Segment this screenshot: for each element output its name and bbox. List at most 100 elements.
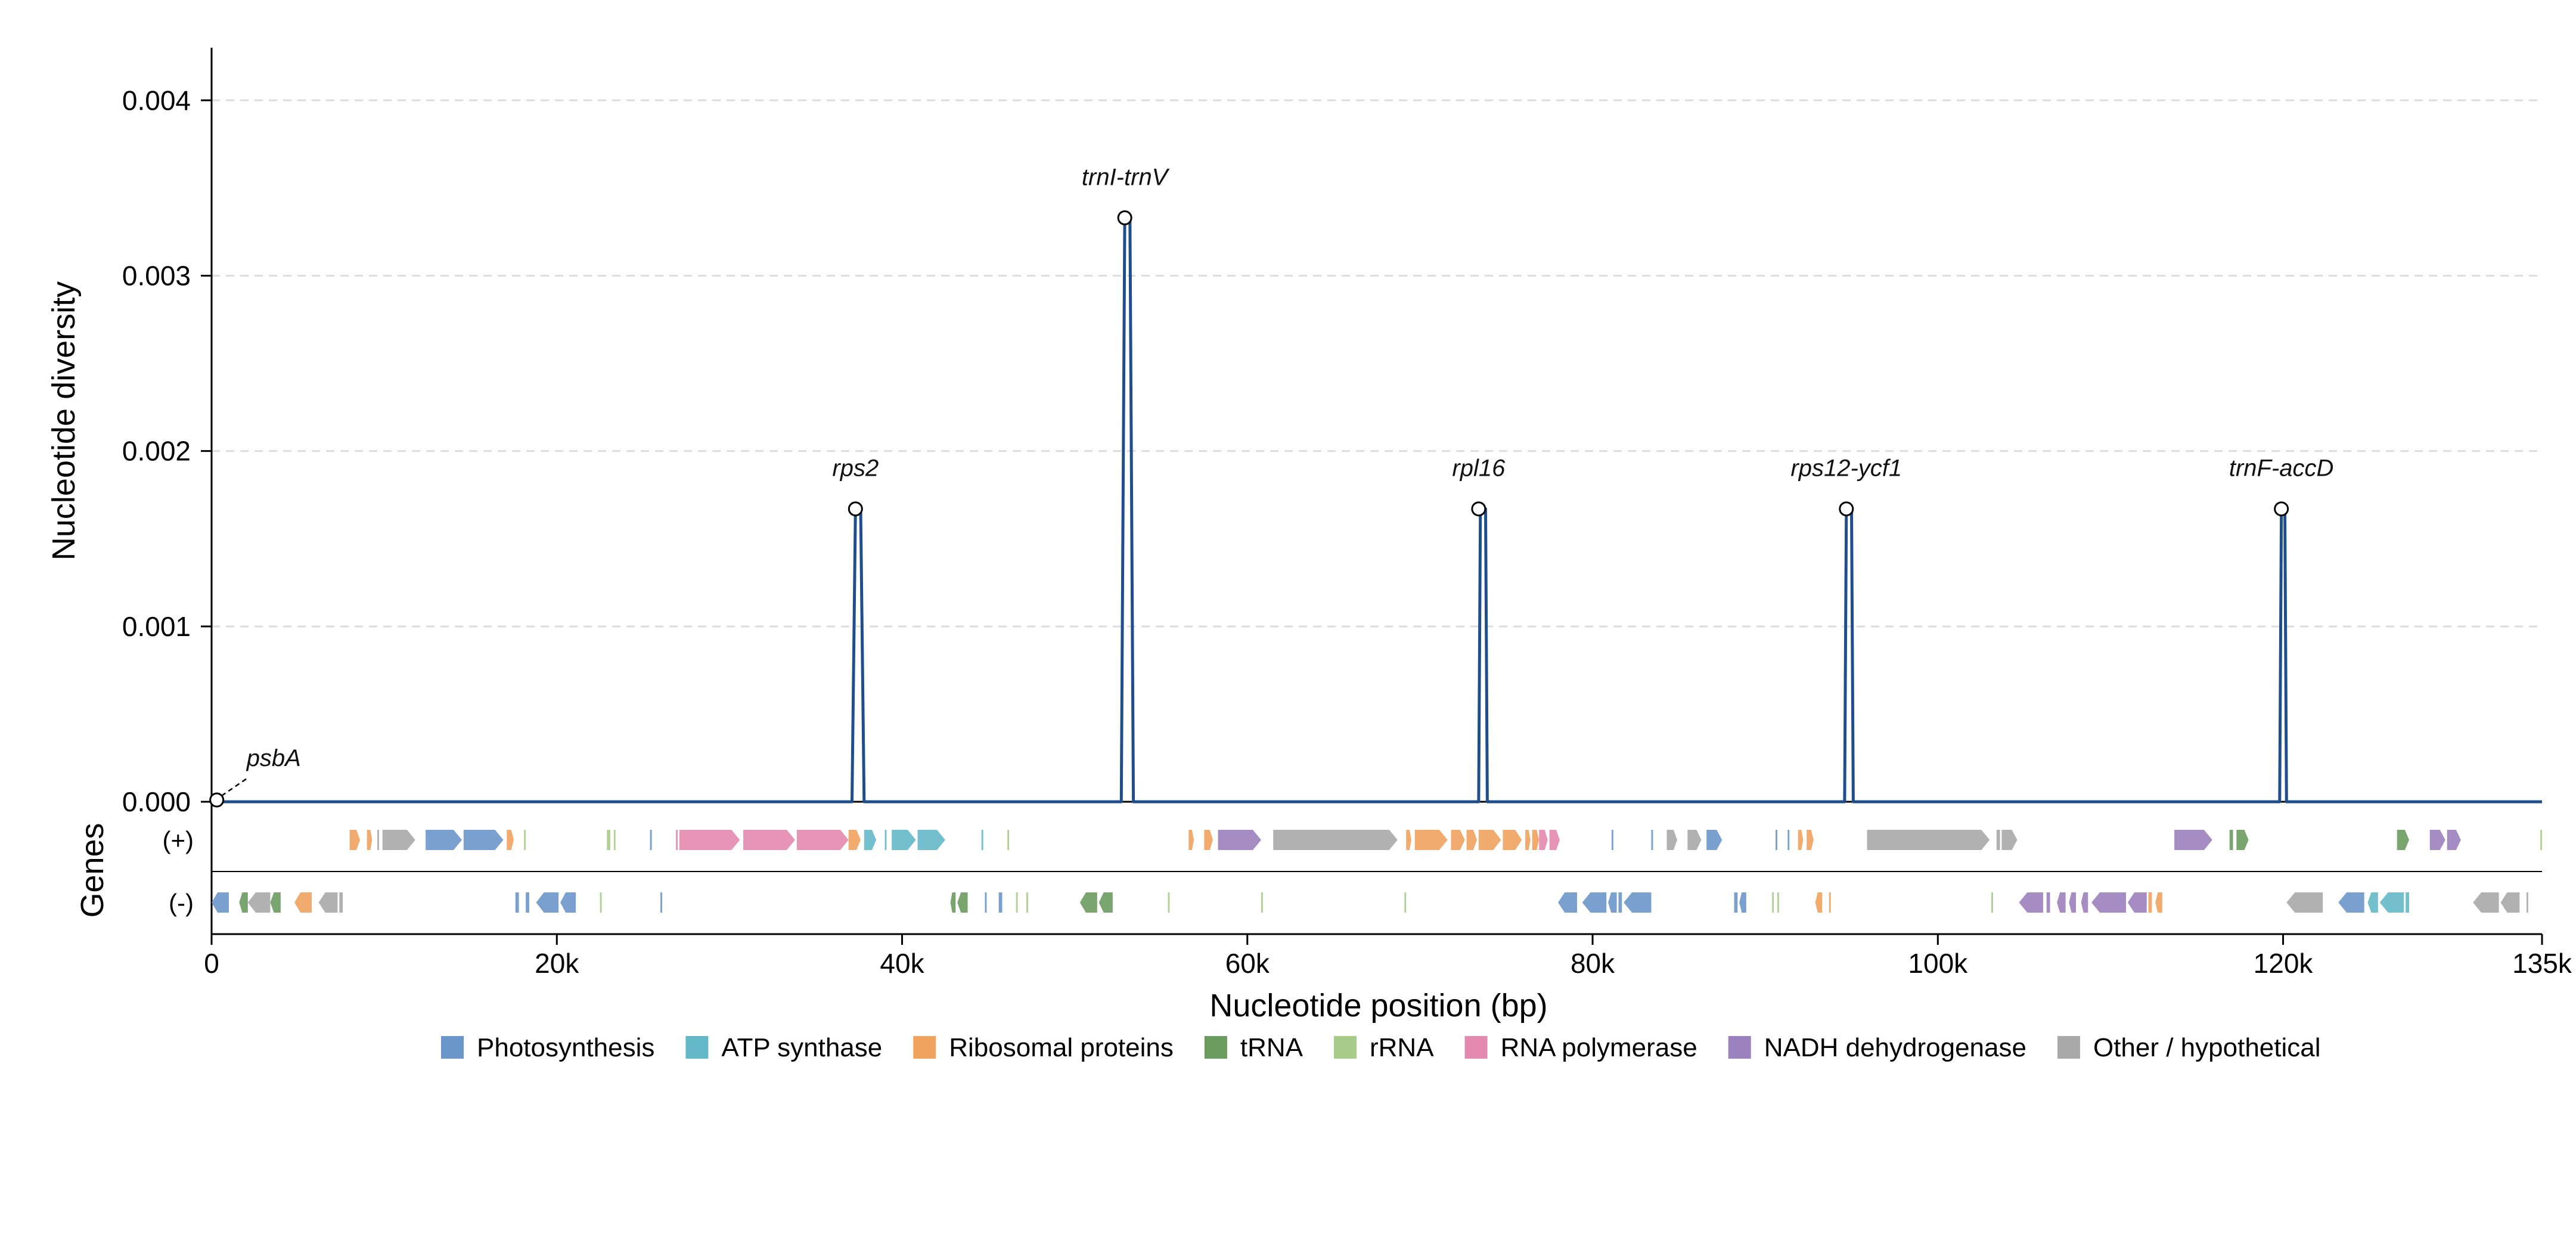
peak-psba-label: psbA: [246, 745, 301, 771]
genes-track-title: Genes: [75, 823, 110, 917]
gene-trna: [1098, 892, 1113, 913]
gene-photo: [1618, 892, 1622, 913]
gene-ribo: [1815, 892, 1823, 913]
gene-rrna: [1991, 892, 1993, 913]
gene-other: [1687, 830, 1702, 850]
gene-ribo: [1503, 830, 1522, 850]
legend-label-ribo: Ribosomal proteins: [949, 1033, 1174, 1062]
gene-nadh: [2081, 892, 2088, 913]
gene-trna: [2236, 830, 2249, 850]
gene-photo: [1706, 830, 1722, 850]
gene-photo: [998, 892, 1003, 913]
gene-photo: [1739, 892, 1746, 913]
gene-rrna: [613, 830, 616, 850]
y-axis-title: Nucleotide diversity: [46, 281, 82, 560]
gene-nadh: [2069, 892, 2076, 913]
peak-markers: psbA rps2 trnI-trnV rpl16 rps12-ycf1 trnF-acc…: [209, 164, 2333, 808]
gene-ribo: [1466, 830, 1477, 850]
peak-psba-marker: [209, 792, 225, 808]
gene-ribo: [507, 830, 514, 850]
gene-atp: [2367, 892, 2378, 913]
gene-ribo: [1525, 830, 1531, 850]
gene-atp: [2379, 892, 2404, 913]
gene-rrna: [1026, 892, 1028, 913]
gene-atp: [2406, 892, 2409, 913]
gene-other: [2526, 892, 2528, 913]
gene-rrna: [2540, 830, 2542, 850]
gene-atp: [917, 830, 945, 850]
gene-photo: [1651, 830, 1653, 850]
gene-ribo: [1532, 830, 1540, 850]
gene-photo: [1608, 892, 1617, 913]
gene-trna: [1079, 892, 1097, 913]
peak-rps2-label: rps2: [832, 455, 879, 482]
gene-rrna: [600, 892, 602, 913]
peak-rps2-marker: [848, 501, 863, 517]
gene-other: [377, 830, 379, 850]
gene-nadh: [2447, 830, 2461, 850]
x-tick-label: 0: [204, 948, 219, 979]
gene-other: [1666, 830, 1677, 850]
gene-rrna: [1168, 892, 1170, 913]
gene-photo: [526, 892, 529, 913]
gene-other: [2500, 892, 2520, 913]
gene-other: [318, 892, 338, 913]
y-tick-label: 0.001: [122, 611, 191, 642]
peak-trni-trnv-label: trnI-trnV: [1082, 164, 1170, 190]
gene-trna: [2229, 830, 2233, 850]
gene-rna_pol: [676, 830, 678, 850]
gene-photo: [1776, 830, 1777, 850]
gene-ribo: [1406, 830, 1411, 850]
gene-photo: [560, 892, 576, 913]
x-tick-label: 60k: [1225, 948, 1270, 979]
gene-photo: [212, 892, 229, 913]
gene-ribo: [1798, 830, 1804, 850]
gene-atp: [892, 830, 916, 850]
x-tick-label: 40k: [880, 948, 924, 979]
gene-other: [2286, 892, 2323, 913]
legend-swatch-ribo: [913, 1036, 936, 1059]
legend-label-atp: ATP synthase: [721, 1033, 882, 1062]
grid-lines: [212, 99, 2542, 628]
gene-photo: [536, 892, 559, 913]
gene-ribo: [1478, 830, 1501, 850]
gene-nadh: [2019, 892, 2043, 913]
strand-label: (-): [169, 889, 194, 917]
peak-rpl16-marker: [1471, 501, 1486, 517]
gene-other: [2001, 830, 2018, 850]
gene-ribo: [1451, 830, 1465, 850]
gene-other: [2473, 892, 2499, 913]
gene-ribo: [1807, 830, 1814, 850]
gene-photo: [463, 830, 504, 850]
gene-rrna: [524, 830, 526, 850]
legend-swatch-atp: [685, 1036, 709, 1059]
y-tick-label: 0.002: [122, 436, 191, 467]
gene-photo: [1611, 830, 1613, 850]
gene-ribo: [2155, 892, 2162, 913]
gene-nadh: [2429, 830, 2445, 850]
gene-ribo: [294, 892, 312, 913]
diversity-line: [212, 216, 2542, 804]
peak-trni-trnv-marker: [1117, 210, 1132, 225]
legend-swatch-rna_pol: [1464, 1036, 1488, 1059]
peak-rps12-ycf1-marker: [1839, 501, 1854, 517]
gene-nadh: [2091, 892, 2126, 913]
x-tick-label: 135k: [2512, 948, 2572, 979]
y-tick-label: 0.003: [122, 260, 191, 291]
gene-nadh: [2046, 892, 2050, 913]
gene-ribo: [1829, 892, 1831, 913]
gene-ribo: [848, 830, 861, 850]
gene-nadh: [2127, 892, 2147, 913]
legend-label-trna: tRNA: [1240, 1033, 1303, 1062]
gene-photo: [1624, 892, 1652, 913]
gene-atp: [884, 830, 887, 850]
x-tick-label: 20k: [535, 948, 579, 979]
legend-swatch-trna: [1204, 1036, 1227, 1059]
gene-ribo: [1204, 830, 1213, 850]
x-axis-title: Nucleotide position (bp): [1209, 988, 1547, 1024]
legend-label-rrna: rRNA: [1370, 1033, 1434, 1062]
x-tick-label: 80k: [1571, 948, 1615, 979]
x-tick-label: 100k: [1908, 948, 1968, 979]
gene-trna: [2397, 830, 2409, 850]
